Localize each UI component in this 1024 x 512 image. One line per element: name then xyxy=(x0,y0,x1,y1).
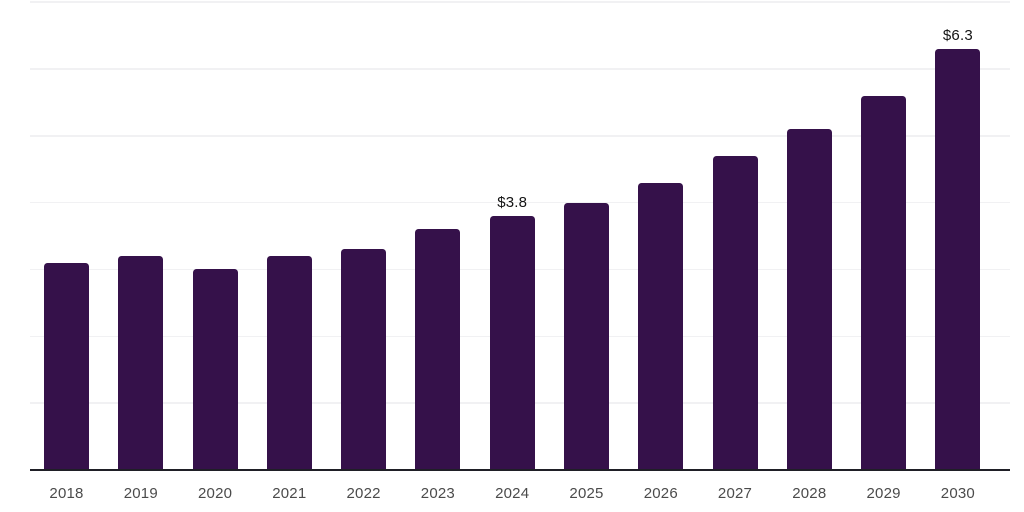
x-axis-label-2028: 2028 xyxy=(792,485,827,502)
x-axis-label-2027: 2027 xyxy=(717,485,753,502)
bar-2029[interactable] xyxy=(861,95,907,470)
bar-2023[interactable] xyxy=(415,229,461,470)
x-axis-label-2018: 2018 xyxy=(49,485,84,502)
bar-2028[interactable] xyxy=(786,129,832,470)
x-axis-label-2020: 2020 xyxy=(198,485,233,502)
gridline xyxy=(30,201,1010,204)
gridline xyxy=(30,68,1010,70)
x-axis-label-2024: 2024 xyxy=(495,485,530,502)
bar-2025[interactable] xyxy=(564,202,609,470)
bar-2021[interactable] xyxy=(266,256,312,470)
bar-2022[interactable] xyxy=(341,249,387,470)
x-axis-line xyxy=(30,469,1010,471)
gridline xyxy=(30,135,1010,137)
bar-2018[interactable] xyxy=(44,262,89,470)
bar-2024[interactable] xyxy=(489,215,535,470)
bar-2026[interactable] xyxy=(638,182,684,470)
bar-value-label-2030: $6.3 xyxy=(942,26,973,44)
x-axis-label-2023: 2023 xyxy=(420,485,455,502)
bar-2020[interactable] xyxy=(192,269,238,470)
x-axis-label-2022: 2022 xyxy=(346,485,381,502)
bar-2019[interactable] xyxy=(118,256,164,470)
x-axis-label-2019: 2019 xyxy=(123,485,158,502)
x-axis-label-2030: 2030 xyxy=(940,485,975,502)
x-axis-label-2025: 2025 xyxy=(569,485,604,502)
x-axis-label-2026: 2026 xyxy=(643,485,678,502)
bar-2027[interactable] xyxy=(712,155,758,470)
bar-2030[interactable] xyxy=(935,48,981,470)
bar-value-label-2024: $3.8 xyxy=(497,193,528,211)
x-axis-label-2029: 2029 xyxy=(866,485,901,502)
gridline xyxy=(30,1,1010,3)
x-axis-label-2021: 2021 xyxy=(272,485,307,502)
